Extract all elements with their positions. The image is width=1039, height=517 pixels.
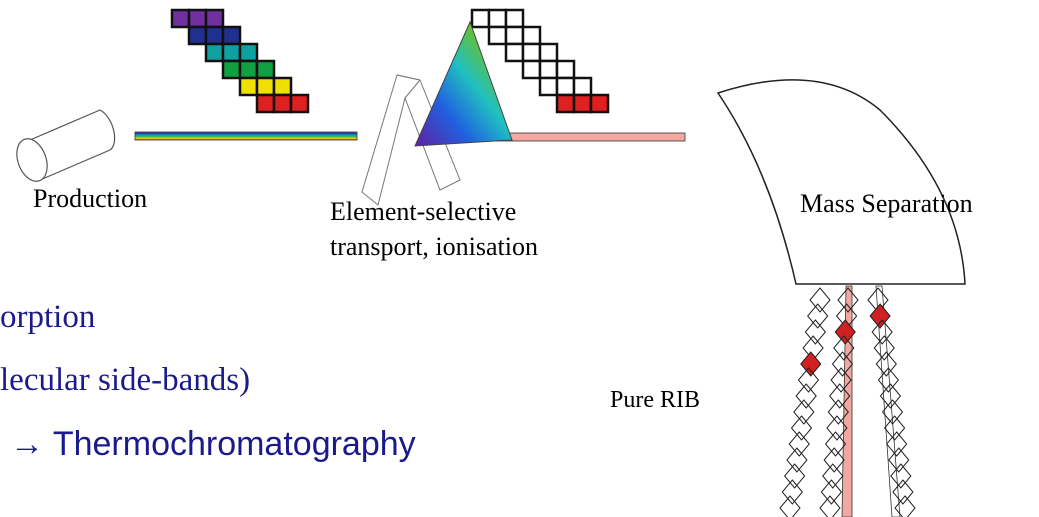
label: Mass Separation [800, 189, 973, 218]
diamond [779, 495, 801, 517]
diamond [892, 479, 914, 505]
diamond [783, 463, 806, 489]
diamond [871, 319, 893, 345]
diamond [894, 495, 916, 517]
diamond [888, 447, 910, 473]
cell [289, 93, 310, 114]
diamond [793, 399, 815, 425]
cell [589, 93, 610, 114]
cell [255, 93, 276, 114]
diamond [788, 431, 810, 457]
diamond [890, 463, 912, 489]
diamond [831, 351, 854, 377]
diamond [781, 479, 803, 505]
cell [238, 59, 259, 80]
cell [238, 42, 259, 63]
diamond [800, 351, 822, 377]
diamond [823, 447, 845, 473]
cell [272, 76, 293, 97]
cell [555, 76, 576, 97]
diamond [881, 399, 904, 425]
cell [538, 76, 559, 97]
label: Element-selective [330, 197, 516, 226]
diamond [820, 479, 843, 505]
diamond [807, 303, 829, 329]
cell [555, 59, 576, 80]
diamond [883, 415, 906, 441]
cell [204, 42, 225, 63]
diamond [822, 463, 844, 489]
diamond [797, 367, 820, 393]
cell [204, 25, 225, 46]
diamond [837, 287, 859, 313]
diamond [824, 431, 847, 457]
label: Pure RIB [610, 387, 700, 413]
diamond [809, 287, 831, 313]
diamond [826, 415, 848, 441]
cell [487, 8, 508, 29]
cell [538, 42, 559, 63]
cell [221, 25, 242, 46]
cell [504, 8, 525, 29]
cell [221, 42, 242, 63]
cell [272, 93, 293, 114]
label: transport, ionisation [330, 232, 538, 261]
label: Production [33, 184, 147, 213]
diamond [869, 303, 891, 329]
diamond [834, 319, 856, 345]
magnet [716, 79, 966, 285]
beam-red [841, 285, 853, 517]
cell [204, 8, 225, 29]
bullet: → Thermochromatography [10, 425, 416, 463]
cell [572, 76, 593, 97]
cell [187, 8, 208, 29]
cell [170, 8, 191, 29]
cell [221, 59, 242, 80]
cell [538, 59, 559, 80]
cell [572, 93, 593, 114]
diamond [790, 415, 813, 441]
cell [555, 93, 576, 114]
cell [255, 76, 276, 97]
bullet: orption [0, 299, 95, 335]
cell [255, 59, 276, 80]
cell [504, 25, 525, 46]
cell [521, 59, 542, 80]
cell [504, 42, 525, 63]
diamond [804, 319, 827, 345]
diamond [833, 335, 855, 361]
spectrum-fan [414, 20, 513, 147]
diamond [873, 335, 895, 361]
diamond [829, 383, 851, 409]
diamond [879, 383, 902, 409]
cell [470, 8, 491, 29]
cell [238, 76, 259, 97]
staircase [170, 8, 610, 114]
diamond [830, 367, 852, 393]
cell [487, 25, 508, 46]
cell [521, 42, 542, 63]
beams [779, 285, 916, 517]
diamond [886, 431, 908, 457]
cell [187, 25, 208, 46]
cell [521, 25, 542, 46]
bullet: lecular side-bands) [0, 362, 250, 398]
diamond [875, 351, 897, 377]
diamond [827, 399, 849, 425]
diamond [819, 495, 841, 517]
diamond [877, 367, 900, 393]
target-cylinder [16, 109, 116, 182]
diamond [795, 383, 817, 409]
diamond [786, 447, 808, 473]
beam-rainbow [134, 131, 358, 141]
